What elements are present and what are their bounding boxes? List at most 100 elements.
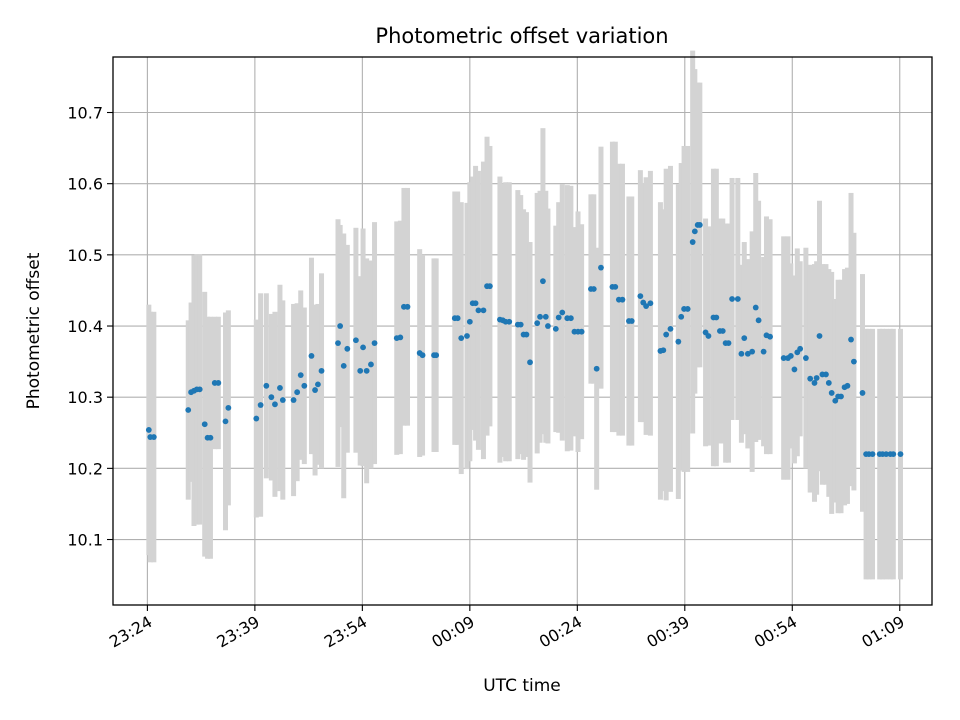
data-point	[145, 427, 152, 433]
chart-title: Photometric offset variation	[375, 24, 668, 48]
data-point	[811, 380, 818, 386]
y-tick-label: 10.2	[67, 459, 103, 478]
data-point	[534, 320, 541, 327]
data-point	[253, 415, 260, 422]
data-point	[797, 345, 804, 352]
data-point	[823, 371, 829, 378]
data-point	[734, 296, 741, 302]
data-point	[755, 317, 762, 324]
data-point	[752, 304, 759, 311]
data-point	[660, 347, 667, 354]
data-point	[297, 372, 304, 379]
data-point	[523, 331, 530, 338]
data-point	[689, 239, 696, 245]
data-point	[196, 386, 203, 393]
data-point	[368, 361, 374, 368]
data-point	[787, 353, 794, 359]
data-point	[667, 325, 674, 332]
data-point	[371, 340, 378, 346]
data-point	[272, 401, 278, 408]
data-point	[619, 296, 626, 303]
data-point	[540, 278, 546, 285]
data-point	[263, 382, 270, 389]
data-point	[555, 314, 562, 321]
data-point	[185, 407, 192, 413]
data-point	[643, 303, 650, 309]
data-point	[760, 348, 767, 355]
data-point	[705, 333, 712, 339]
data-point	[780, 355, 787, 361]
data-point	[419, 352, 426, 359]
data-point	[542, 313, 549, 320]
y-tick-label: 10.3	[67, 388, 103, 407]
y-tick-label: 10.5	[67, 246, 103, 265]
data-point	[719, 328, 726, 334]
data-point	[279, 397, 286, 403]
data-point	[675, 338, 682, 345]
data-point	[628, 318, 635, 324]
data-point	[318, 367, 325, 374]
data-point	[294, 389, 301, 396]
data-point	[807, 375, 814, 382]
x-axis-label: UTC time	[483, 676, 561, 696]
data-point	[684, 306, 691, 312]
y-tick-label: 10.7	[67, 104, 103, 123]
y-axis-label: Photometric offset	[24, 252, 44, 409]
data-point	[897, 451, 904, 458]
data-point	[802, 355, 809, 361]
data-point	[552, 325, 559, 332]
data-point	[828, 390, 835, 396]
data-point	[749, 348, 756, 355]
data-point	[458, 335, 465, 342]
data-point	[738, 350, 745, 357]
data-point	[215, 380, 222, 386]
data-point	[545, 323, 551, 329]
y-axis-ticks: 10.1 10.2 10.3 10.4 10.5 10.6 10.7	[67, 104, 113, 550]
data-point	[257, 402, 264, 408]
data-point	[527, 359, 533, 366]
data-point	[741, 335, 748, 342]
data-point	[844, 382, 851, 389]
data-point	[832, 397, 839, 404]
data-point	[340, 362, 347, 369]
data-point	[480, 307, 487, 314]
data-point	[312, 387, 318, 393]
data-points	[145, 222, 904, 458]
data-point	[363, 367, 370, 374]
data-point	[637, 293, 644, 300]
data-point	[517, 321, 524, 328]
data-point	[268, 394, 275, 401]
data-point	[360, 344, 366, 351]
data-point	[301, 382, 308, 389]
data-point	[848, 336, 854, 343]
y-tick-label: 10.1	[67, 531, 103, 550]
data-point	[222, 418, 229, 425]
data-point	[612, 283, 619, 290]
data-point	[744, 350, 751, 357]
data-point	[869, 451, 876, 458]
data-point	[590, 286, 597, 292]
data-point	[767, 333, 773, 340]
data-point	[593, 365, 600, 372]
data-point	[647, 300, 654, 307]
data-point	[337, 323, 344, 329]
data-point	[225, 404, 232, 411]
data-point	[472, 300, 479, 307]
data-point	[454, 315, 461, 322]
data-point	[357, 367, 364, 374]
data-point	[335, 340, 341, 346]
data-point	[308, 353, 315, 359]
data-point	[537, 313, 543, 320]
plot-frame	[112, 56, 933, 606]
data-point	[691, 228, 698, 235]
data-point	[207, 434, 214, 441]
data-point	[567, 315, 574, 322]
data-point	[506, 318, 513, 325]
data-point	[433, 352, 440, 359]
data-point	[201, 421, 208, 428]
data-point	[397, 334, 404, 341]
data-point	[598, 264, 604, 271]
y-tick-label: 10.4	[67, 317, 103, 336]
data-point	[277, 385, 283, 391]
